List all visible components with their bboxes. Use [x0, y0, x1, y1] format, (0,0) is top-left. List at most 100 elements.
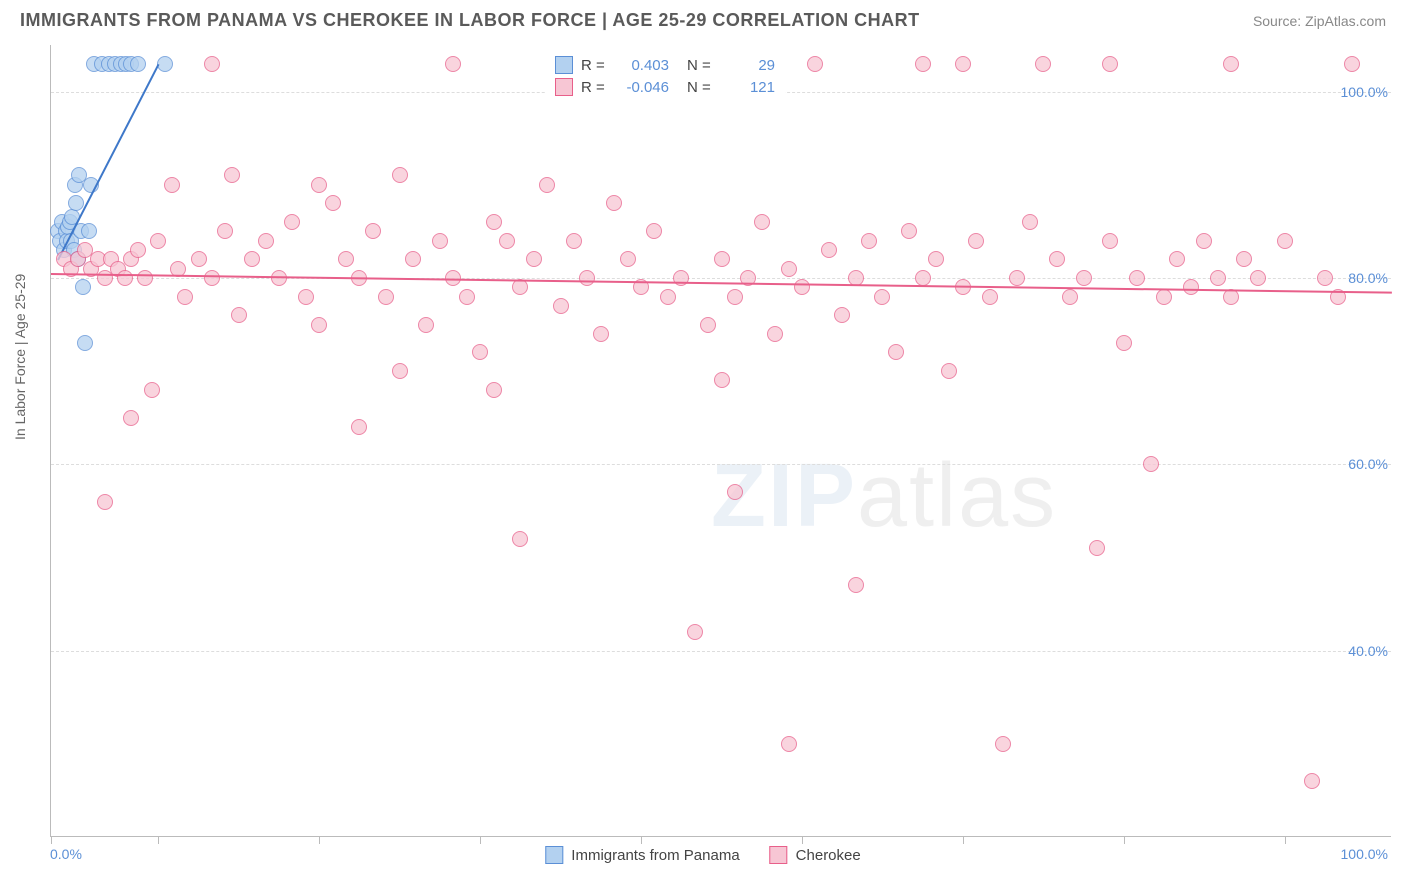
legend-top-row: R =0.403N =29 — [555, 54, 775, 76]
chart-source: Source: ZipAtlas.com — [1253, 13, 1386, 29]
data-point — [472, 344, 488, 360]
x-tick — [158, 836, 159, 844]
data-point — [1102, 233, 1118, 249]
data-point — [566, 233, 582, 249]
data-point — [660, 289, 676, 305]
data-point — [130, 56, 146, 72]
x-tick — [1124, 836, 1125, 844]
data-point — [97, 494, 113, 510]
data-point — [137, 270, 153, 286]
data-point — [1143, 456, 1159, 472]
data-point — [1116, 335, 1132, 351]
data-point — [781, 261, 797, 277]
data-point — [915, 56, 931, 72]
data-point — [1196, 233, 1212, 249]
data-point — [351, 419, 367, 435]
data-point — [526, 251, 542, 267]
data-point — [1049, 251, 1065, 267]
data-point — [378, 289, 394, 305]
data-point — [204, 56, 220, 72]
x-tick — [1285, 836, 1286, 844]
data-point — [1156, 289, 1172, 305]
data-point — [499, 233, 515, 249]
data-point — [311, 317, 327, 333]
data-point — [807, 56, 823, 72]
data-point — [432, 233, 448, 249]
data-point — [834, 307, 850, 323]
y-axis-label: In Labor Force | Age 25-29 — [12, 274, 28, 440]
data-point — [144, 382, 160, 398]
data-point — [284, 214, 300, 230]
legend-item-panama: Immigrants from Panama — [545, 846, 739, 864]
data-point — [392, 167, 408, 183]
data-point — [311, 177, 327, 193]
trend-line — [57, 64, 159, 261]
data-point — [123, 410, 139, 426]
legend-top: R =0.403N =29R =-0.046N =121 — [545, 50, 785, 102]
legend-n-label: N = — [687, 57, 715, 74]
data-point — [117, 270, 133, 286]
x-tick — [963, 836, 964, 844]
chart-header: IMMIGRANTS FROM PANAMA VS CHEROKEE IN LA… — [0, 0, 1406, 39]
data-point — [418, 317, 434, 333]
data-point — [81, 223, 97, 239]
data-point — [1210, 270, 1226, 286]
data-point — [325, 195, 341, 211]
data-point — [217, 223, 233, 239]
data-point — [512, 531, 528, 547]
data-point — [1250, 270, 1266, 286]
data-point — [727, 484, 743, 500]
data-point — [646, 223, 662, 239]
data-point — [821, 242, 837, 258]
y-tick-label: 80.0% — [1348, 270, 1388, 286]
data-point — [1076, 270, 1092, 286]
data-point — [781, 736, 797, 752]
data-point — [941, 363, 957, 379]
legend-r-label: R = — [581, 79, 609, 96]
legend-n-value: 29 — [723, 57, 775, 74]
x-tick — [480, 836, 481, 844]
data-point — [1035, 56, 1051, 72]
data-point — [874, 289, 890, 305]
watermark-light: atlas — [857, 446, 1057, 546]
legend-swatch — [555, 78, 573, 96]
x-tick — [319, 836, 320, 844]
data-point — [130, 242, 146, 258]
y-tick-label: 100.0% — [1341, 84, 1388, 100]
data-point — [579, 270, 595, 286]
legend-item-cherokee: Cherokee — [770, 846, 861, 864]
legend-label-panama: Immigrants from Panama — [571, 847, 739, 864]
data-point — [75, 279, 91, 295]
data-point — [157, 56, 173, 72]
data-point — [767, 326, 783, 342]
watermark: ZIPatlas — [711, 445, 1057, 548]
data-point — [1062, 289, 1078, 305]
x-axis-end-label: 100.0% — [1341, 846, 1388, 862]
data-point — [392, 363, 408, 379]
data-point — [901, 223, 917, 239]
data-point — [1129, 270, 1145, 286]
data-point — [191, 251, 207, 267]
data-point — [1009, 270, 1025, 286]
data-point — [968, 233, 984, 249]
data-point — [77, 335, 93, 351]
data-point — [1089, 540, 1105, 556]
legend-r-value: 0.403 — [617, 57, 669, 74]
data-point — [486, 214, 502, 230]
data-point — [224, 167, 240, 183]
data-point — [512, 279, 528, 295]
data-point — [1277, 233, 1293, 249]
data-point — [982, 289, 998, 305]
data-point — [687, 624, 703, 640]
data-point — [794, 279, 810, 295]
data-point — [553, 298, 569, 314]
data-point — [1223, 56, 1239, 72]
data-point — [714, 251, 730, 267]
gridline-h — [51, 651, 1391, 652]
legend-n-value: 121 — [723, 79, 775, 96]
legend-label-cherokee: Cherokee — [796, 847, 861, 864]
y-tick-label: 60.0% — [1348, 456, 1388, 472]
data-point — [258, 233, 274, 249]
data-point — [405, 251, 421, 267]
data-point — [593, 326, 609, 342]
